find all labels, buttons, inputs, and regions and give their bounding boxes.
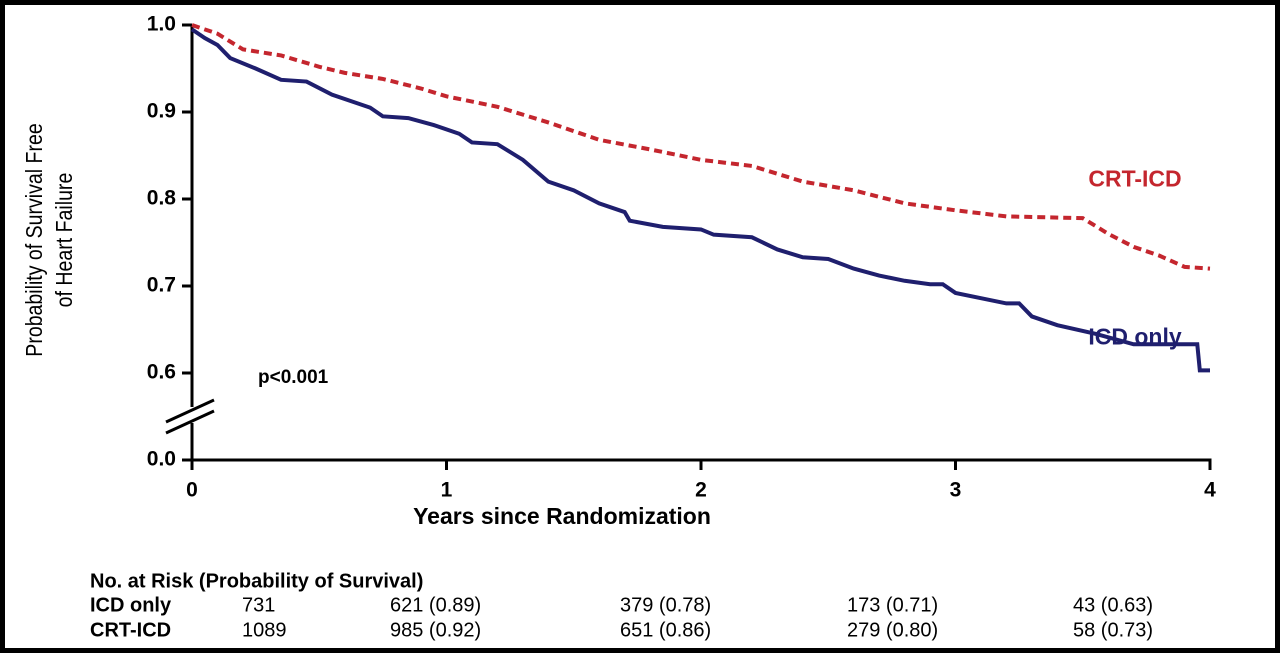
y-axis-title: Probability of Survival Free of Heart Fa… <box>22 123 78 356</box>
background <box>5 5 1275 648</box>
x-tick-label: 0 <box>186 479 198 502</box>
y-tick-label: 0.0 <box>147 448 176 471</box>
series-label: ICD only <box>1088 323 1181 349</box>
x-tick-label: 1 <box>441 479 453 502</box>
x-axis-title: Years since Randomization <box>413 503 711 529</box>
risk-cell: 279 (0.80) <box>847 619 938 641</box>
y-tick-label: 0.6 <box>147 361 176 384</box>
risk-cell: 621 (0.89) <box>390 594 481 616</box>
axis-break <box>165 409 215 435</box>
axis-break <box>165 398 215 424</box>
x-tick-label: 4 <box>1204 479 1216 502</box>
y-tick-label: 0.9 <box>147 100 176 123</box>
survival-curve <box>191 23 1211 271</box>
risk-table-title: No. at Risk (Probability of Survival) <box>90 570 423 592</box>
risk-row-label: CRT-ICD <box>90 619 171 641</box>
risk-cell: 58 (0.73) <box>1073 619 1153 641</box>
survival-curve <box>190 27 1210 373</box>
y-tick-label: 0.7 <box>147 274 176 297</box>
y-axis-title-line: of Heart Failure <box>52 173 78 308</box>
risk-cell: 379 (0.78) <box>620 594 711 616</box>
risk-cell: 173 (0.71) <box>847 594 938 616</box>
series-label: CRT-ICD <box>1088 166 1181 192</box>
risk-cell: 651 (0.86) <box>620 619 711 641</box>
risk-cell: 985 (0.92) <box>390 619 481 641</box>
risk-cell: 731 <box>242 594 275 616</box>
x-tick-label: 2 <box>695 479 707 502</box>
y-tick-label: 1.0 <box>147 13 176 36</box>
y-axis-title-line: Probability of Survival Free <box>22 123 48 356</box>
y-tick-label: 0.8 <box>147 187 177 210</box>
x-tick-label: 3 <box>950 479 962 502</box>
risk-cell: 43 (0.63) <box>1073 594 1153 616</box>
risk-row-label: ICD only <box>90 594 172 616</box>
p-value: p<0.001 <box>258 367 329 388</box>
risk-cell: 1089 <box>242 619 287 641</box>
